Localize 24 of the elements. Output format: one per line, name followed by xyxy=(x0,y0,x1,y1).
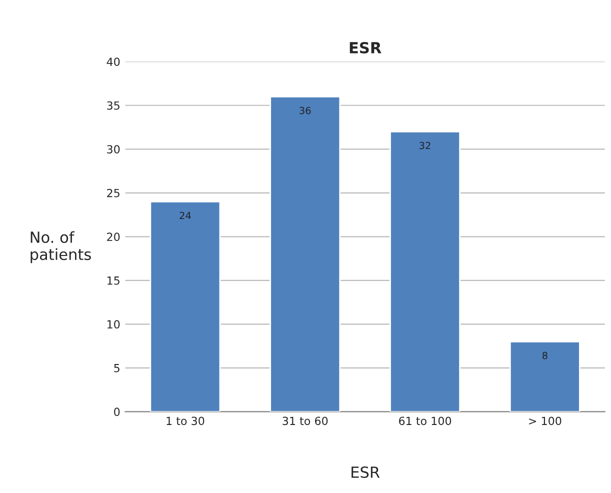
bar xyxy=(390,130,460,412)
y-tick-label: 0 xyxy=(114,408,120,416)
x-tick-label: 1 to 30 xyxy=(166,416,204,426)
bar xyxy=(150,200,221,412)
bar xyxy=(509,340,580,412)
data-label: 32 xyxy=(420,142,430,150)
data-label: 24 xyxy=(180,212,191,220)
x-tick-label: 31 to 60 xyxy=(282,416,328,426)
x-tick-label: 61 to 100 xyxy=(399,416,452,426)
data-label: 8 xyxy=(542,352,548,360)
y-tick-label: 30 xyxy=(107,145,120,154)
y-tick-label: 40 xyxy=(106,58,120,66)
y-tick-label: 25 xyxy=(107,188,120,198)
y-tick-label: 5 xyxy=(114,364,120,372)
bar xyxy=(270,96,341,412)
y-tick-label: 15 xyxy=(107,276,120,285)
data-label: 36 xyxy=(300,106,311,114)
chart-title: ESR xyxy=(350,42,382,54)
y-axis-title: No. of patients xyxy=(30,231,91,264)
x-axis-title: ESR xyxy=(352,466,380,478)
x-tick-label: > 100 xyxy=(529,416,562,426)
y-tick-label: 10 xyxy=(107,320,120,329)
y-tick-label: 20 xyxy=(107,232,120,242)
y-tick-label: 35 xyxy=(107,101,120,110)
